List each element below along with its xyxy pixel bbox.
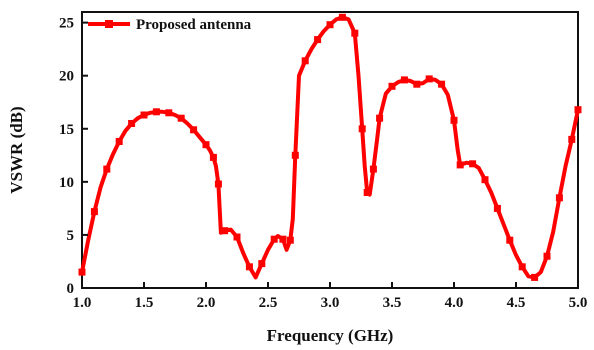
data-point-marker bbox=[518, 263, 526, 271]
legend-swatch-marker bbox=[105, 20, 113, 28]
data-point-marker bbox=[221, 227, 229, 235]
y-tick-label: 0 bbox=[67, 281, 75, 297]
data-point-marker bbox=[270, 235, 278, 243]
data-point-marker bbox=[351, 29, 359, 37]
data-point-marker bbox=[574, 106, 582, 114]
data-point-marker bbox=[128, 120, 136, 127]
data-point-marker bbox=[388, 82, 396, 90]
data-point-marker bbox=[326, 21, 334, 29]
x-tick-label: 3.5 bbox=[383, 295, 402, 311]
x-axis-ticks: 1.0 1.5 2.0 2.5 3.0 3.5 4.0 4.5 5.0 bbox=[73, 282, 588, 311]
data-point-marker bbox=[165, 109, 173, 117]
x-tick-label: 4.5 bbox=[507, 295, 526, 311]
data-point-marker bbox=[140, 111, 148, 119]
data-point-marker bbox=[291, 151, 299, 159]
data-point-marker bbox=[369, 165, 377, 173]
data-point-marker bbox=[214, 180, 222, 188]
data-point-marker bbox=[115, 138, 123, 145]
data-point-marker bbox=[469, 160, 477, 168]
data-point-marker bbox=[190, 126, 198, 134]
data-point-marker bbox=[481, 176, 489, 184]
y-axis-ticks: 0 5 10 15 20 25 bbox=[59, 16, 88, 297]
plot-area bbox=[78, 11, 582, 289]
data-point-marker bbox=[258, 260, 266, 268]
x-axis-title: Frequency (GHz) bbox=[267, 326, 394, 345]
y-tick-label: 10 bbox=[59, 175, 74, 191]
data-point-marker bbox=[301, 57, 309, 65]
x-tick-label: 1.5 bbox=[135, 295, 154, 311]
y-tick-label: 5 bbox=[67, 228, 75, 244]
y-tick-label: 20 bbox=[59, 69, 74, 85]
data-point-marker bbox=[506, 236, 514, 244]
x-tick-label: 4.0 bbox=[445, 295, 464, 311]
legend: Proposed antenna bbox=[88, 17, 252, 33]
data-point-marker bbox=[90, 208, 98, 216]
data-point-marker bbox=[103, 165, 111, 173]
data-point-marker bbox=[286, 236, 294, 244]
y-tick-label: 25 bbox=[59, 16, 74, 32]
data-point-marker bbox=[450, 116, 458, 124]
data-point-marker bbox=[425, 75, 433, 83]
x-tick-label: 5.0 bbox=[569, 295, 588, 311]
data-point-marker bbox=[376, 114, 384, 122]
series-markers bbox=[78, 13, 582, 281]
data-point-marker bbox=[202, 141, 210, 149]
y-axis-title: VSWR (dB) bbox=[7, 106, 26, 193]
data-point-marker bbox=[438, 80, 446, 88]
data-point-marker bbox=[338, 13, 346, 21]
data-point-marker bbox=[493, 204, 501, 212]
data-point-marker bbox=[413, 80, 421, 88]
plot-frame bbox=[81, 11, 579, 289]
data-point-marker bbox=[456, 161, 464, 169]
data-point-marker bbox=[233, 233, 241, 241]
y-tick-label: 15 bbox=[59, 122, 74, 138]
x-tick-label: 3.0 bbox=[321, 295, 340, 311]
data-point-marker bbox=[358, 125, 366, 133]
x-tick-label: 1.0 bbox=[73, 295, 92, 311]
data-point-marker bbox=[543, 252, 551, 260]
legend-label: Proposed antenna bbox=[136, 17, 252, 33]
data-point-marker bbox=[363, 189, 371, 196]
data-point-marker bbox=[279, 235, 287, 243]
data-point-marker bbox=[314, 36, 322, 44]
data-point-marker bbox=[531, 273, 539, 281]
data-point-marker bbox=[245, 263, 253, 271]
data-point-marker bbox=[209, 153, 217, 161]
data-point-marker bbox=[400, 76, 408, 84]
x-tick-label: 2.0 bbox=[197, 295, 216, 311]
x-tick-label: 2.5 bbox=[259, 295, 278, 311]
data-point-marker bbox=[177, 114, 185, 122]
data-point-marker bbox=[568, 135, 576, 143]
data-point-marker bbox=[555, 194, 563, 202]
data-point-marker bbox=[78, 268, 86, 276]
data-point-marker bbox=[152, 108, 160, 116]
